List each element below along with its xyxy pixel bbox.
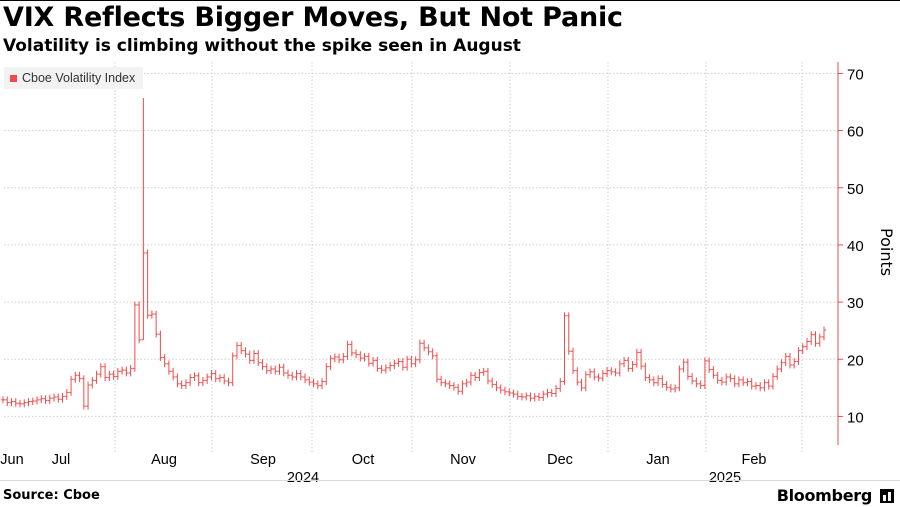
y-axis-label: Points xyxy=(877,228,896,276)
y-tick-label: 10 xyxy=(847,409,864,426)
legend-label: Cboe Volatility Index xyxy=(22,71,136,85)
x-tick-label: Nov xyxy=(450,452,477,468)
top-rule xyxy=(0,0,900,1)
source-note: Source: Cboe xyxy=(3,488,100,503)
x-tick-label: Aug xyxy=(151,452,177,468)
y-tick-label: 60 xyxy=(847,124,864,141)
y-tick-label: 30 xyxy=(847,295,864,312)
y-tick-label: 20 xyxy=(847,352,864,369)
x-year-label: 2024 xyxy=(287,470,319,486)
chart-subtitle: Volatility is climbing without the spike… xyxy=(3,36,521,56)
x-year-label: 2025 xyxy=(709,470,741,486)
x-tick-label: Dec xyxy=(547,452,573,468)
bloomberg-chart-icon xyxy=(880,489,894,503)
y-tick-label: 70 xyxy=(847,66,864,83)
x-tick-label: Sep xyxy=(250,452,276,468)
x-tick-label: Jul xyxy=(52,452,71,468)
footer-rule xyxy=(0,480,900,481)
chart-title: VIX Reflects Bigger Moves, But Not Panic xyxy=(3,2,623,33)
y-tick-label: 50 xyxy=(847,181,864,198)
x-tick-label: Feb xyxy=(742,452,767,468)
y-tick-label: 40 xyxy=(847,238,864,255)
x-tick-label: Jun xyxy=(0,452,23,468)
legend: Cboe Volatility Index xyxy=(4,67,144,89)
x-tick-label: Jan xyxy=(646,452,669,468)
legend-swatch xyxy=(10,74,17,82)
brand-logo: Bloomberg xyxy=(776,486,873,505)
x-tick-label: Oct xyxy=(352,452,375,468)
